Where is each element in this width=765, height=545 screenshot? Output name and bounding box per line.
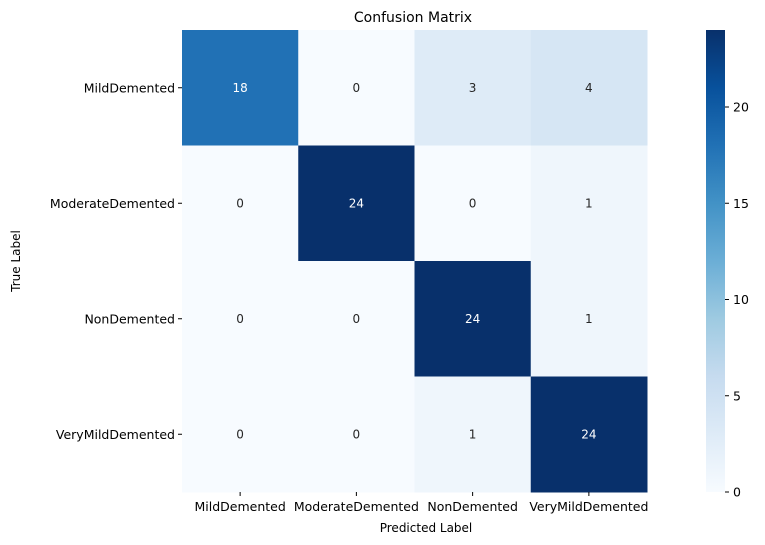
cell-value-label: 24 — [581, 427, 596, 441]
x-tick-label: NonDemented — [427, 499, 518, 514]
colorbar-gradient — [706, 30, 725, 492]
cell-value-label: 1 — [469, 427, 477, 441]
x-tick-label: ModerateDemented — [294, 499, 419, 514]
heatmap-cell — [182, 145, 299, 262]
heatmap-cell — [530, 145, 648, 262]
heatmap-cell — [298, 145, 415, 262]
x-tick-label: VeryMildDemented — [529, 499, 648, 514]
cell-value-label: 0 — [353, 427, 361, 441]
chart-title: Confusion Matrix — [354, 10, 472, 26]
heatmap-cells: 18 0 3 4 0 24 0 1 0 0 24 1 0 0 1 24 — [182, 30, 648, 493]
colorbar-tick-label: 15 — [733, 196, 749, 211]
heatmap-cell — [530, 376, 648, 493]
heatmap-cell — [530, 261, 648, 377]
heatmap-cell — [298, 261, 415, 377]
y-axis-ticks: MildDemented ModerateDemented NonDemented V… — [50, 80, 182, 442]
heatmap-cell — [414, 145, 532, 262]
colorbar: 0 5 10 15 20 — [706, 30, 749, 500]
y-tick-label: ModerateDemented — [50, 196, 175, 211]
cell-value-label: 0 — [236, 196, 244, 210]
cell-value-label: 0 — [353, 312, 361, 326]
cell-value-label: 0 — [353, 81, 361, 95]
heatmap-cell — [182, 261, 299, 377]
heatmap-cell — [414, 261, 532, 377]
y-tick-label: NonDemented — [84, 311, 175, 326]
cell-value-label: 1 — [585, 196, 593, 210]
x-tick-label: MildDemented — [194, 499, 285, 514]
cell-value-label: 0 — [236, 427, 244, 441]
y-tick-label: MildDemented — [84, 80, 175, 95]
cell-value-label: 24 — [349, 196, 364, 210]
cell-value-label: 3 — [469, 81, 477, 95]
heatmap-cell — [298, 376, 415, 493]
colorbar-tick-label: 0 — [733, 485, 741, 500]
heatmap-cell — [530, 30, 648, 146]
cell-value-label: 0 — [236, 312, 244, 326]
heatmap-cell — [182, 376, 299, 493]
cell-value-label: 1 — [585, 312, 593, 326]
x-axis-ticks: MildDemented ModerateDemented NonDemented V… — [194, 492, 648, 514]
heatmap-cell — [414, 376, 532, 493]
y-axis-label: True Label — [9, 230, 23, 293]
colorbar-tick-label: 20 — [733, 100, 749, 115]
colorbar-tick-label: 5 — [733, 388, 741, 403]
colorbar-tick-label: 10 — [733, 292, 749, 307]
x-axis-label: Predicted Label — [380, 521, 473, 535]
cell-value-label: 18 — [232, 81, 247, 95]
heatmap-cell — [298, 30, 415, 146]
y-tick-label: VeryMildDemented — [56, 427, 175, 442]
cell-value-label: 0 — [469, 196, 477, 210]
heatmap-cell — [414, 30, 532, 146]
heatmap-cell — [182, 30, 299, 146]
cell-value-label: 24 — [465, 312, 480, 326]
cell-value-label: 4 — [585, 81, 593, 95]
